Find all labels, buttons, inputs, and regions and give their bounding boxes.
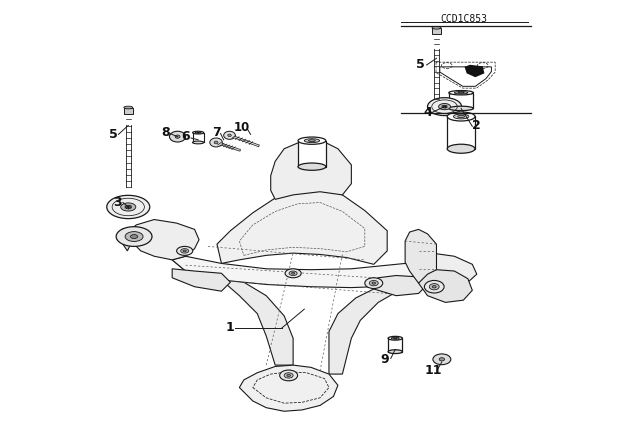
Polygon shape	[172, 269, 230, 291]
Polygon shape	[127, 220, 199, 260]
Ellipse shape	[289, 271, 297, 276]
FancyBboxPatch shape	[447, 116, 475, 149]
Ellipse shape	[193, 141, 204, 144]
FancyBboxPatch shape	[124, 108, 132, 114]
Ellipse shape	[447, 112, 475, 121]
Ellipse shape	[372, 282, 376, 284]
Ellipse shape	[424, 280, 444, 293]
Text: 10: 10	[234, 121, 250, 134]
Ellipse shape	[175, 135, 180, 138]
Ellipse shape	[116, 227, 152, 246]
Polygon shape	[419, 270, 472, 302]
Polygon shape	[239, 365, 338, 411]
Ellipse shape	[458, 115, 465, 118]
Text: 7: 7	[212, 125, 220, 139]
Ellipse shape	[224, 131, 236, 139]
Polygon shape	[172, 256, 419, 288]
Ellipse shape	[432, 285, 436, 288]
Ellipse shape	[183, 250, 186, 252]
Ellipse shape	[196, 132, 200, 133]
Ellipse shape	[214, 141, 218, 144]
Ellipse shape	[304, 139, 319, 142]
Ellipse shape	[180, 249, 189, 253]
Ellipse shape	[447, 144, 475, 153]
Ellipse shape	[438, 103, 451, 110]
Ellipse shape	[131, 235, 138, 238]
Ellipse shape	[193, 131, 204, 134]
Ellipse shape	[284, 373, 293, 378]
Polygon shape	[271, 140, 351, 199]
Ellipse shape	[287, 375, 291, 376]
Text: CCD1C853: CCD1C853	[441, 14, 488, 24]
Ellipse shape	[369, 280, 378, 286]
Ellipse shape	[442, 105, 447, 108]
Ellipse shape	[228, 134, 231, 137]
Ellipse shape	[125, 205, 131, 209]
Ellipse shape	[107, 195, 150, 219]
Polygon shape	[405, 229, 436, 283]
Ellipse shape	[394, 338, 397, 339]
Text: 5: 5	[109, 128, 117, 141]
Ellipse shape	[439, 358, 445, 361]
Ellipse shape	[429, 284, 439, 290]
Ellipse shape	[170, 131, 186, 142]
Text: 5: 5	[417, 58, 425, 72]
FancyBboxPatch shape	[388, 338, 403, 352]
Ellipse shape	[428, 98, 461, 116]
Ellipse shape	[308, 140, 316, 142]
Ellipse shape	[291, 272, 295, 274]
Text: 4: 4	[423, 105, 432, 119]
FancyBboxPatch shape	[432, 28, 441, 34]
Text: 3: 3	[113, 196, 122, 209]
Ellipse shape	[449, 106, 474, 111]
Ellipse shape	[298, 163, 326, 170]
Ellipse shape	[449, 90, 474, 95]
Ellipse shape	[125, 232, 143, 241]
Ellipse shape	[388, 350, 403, 353]
Ellipse shape	[432, 26, 441, 29]
Ellipse shape	[285, 269, 301, 278]
Text: 2: 2	[472, 119, 480, 132]
Ellipse shape	[391, 337, 399, 339]
Text: 1: 1	[226, 321, 235, 335]
Polygon shape	[440, 67, 492, 86]
FancyBboxPatch shape	[193, 133, 204, 142]
FancyBboxPatch shape	[449, 93, 474, 108]
Polygon shape	[419, 253, 477, 289]
Ellipse shape	[280, 370, 298, 381]
Ellipse shape	[454, 91, 468, 94]
Text: 6: 6	[181, 130, 190, 143]
Polygon shape	[465, 65, 484, 77]
Ellipse shape	[458, 92, 464, 93]
Ellipse shape	[121, 203, 136, 211]
Polygon shape	[374, 276, 428, 296]
Polygon shape	[121, 228, 132, 251]
Ellipse shape	[433, 354, 451, 365]
Text: 9: 9	[381, 353, 389, 366]
Ellipse shape	[210, 138, 222, 147]
Polygon shape	[217, 188, 387, 264]
Ellipse shape	[177, 246, 193, 255]
FancyBboxPatch shape	[298, 141, 326, 167]
Ellipse shape	[365, 278, 383, 289]
Ellipse shape	[298, 137, 326, 144]
Ellipse shape	[195, 132, 201, 134]
Ellipse shape	[388, 336, 403, 340]
Polygon shape	[329, 273, 419, 374]
Text: 11: 11	[424, 364, 442, 378]
Ellipse shape	[124, 106, 132, 109]
Text: 8: 8	[161, 125, 170, 139]
Polygon shape	[172, 254, 293, 365]
Ellipse shape	[454, 114, 468, 119]
